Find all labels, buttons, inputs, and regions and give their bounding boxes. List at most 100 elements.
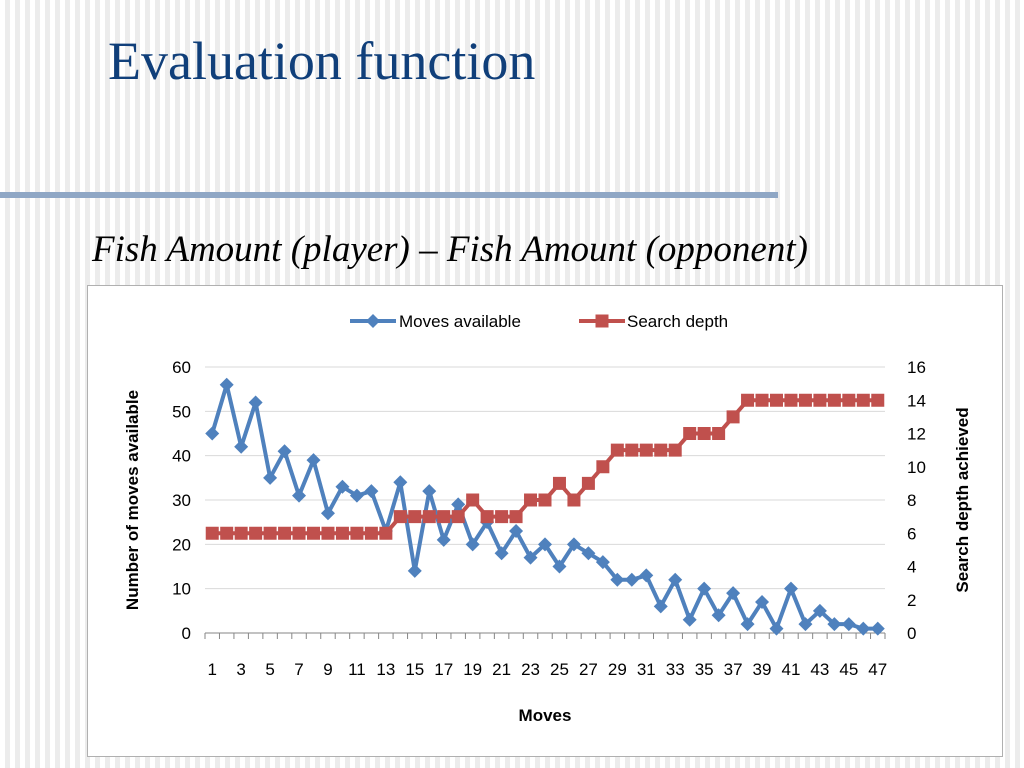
search-depth-point [350, 526, 364, 540]
x-tick-label: 33 [666, 660, 685, 679]
moves-available-point [639, 568, 654, 583]
search-depth-point [813, 393, 827, 407]
right-tick-label: 6 [907, 524, 916, 543]
moves-available-point [407, 563, 422, 578]
moves-available-point [783, 581, 798, 596]
right-tick-label: 8 [907, 491, 916, 510]
search-depth-point [552, 476, 566, 490]
moves-available-point [841, 617, 856, 632]
search-depth-point [856, 393, 870, 407]
legend-moves-available-label: Moves available [399, 312, 521, 331]
title-divider [0, 192, 778, 198]
x-tick-label: 1 [207, 660, 216, 679]
moves-available-point [306, 453, 321, 468]
x-axis-title: Moves [519, 706, 572, 725]
search-depth-point [726, 410, 740, 424]
search-depth-point [784, 393, 798, 407]
left-tick-label: 20 [172, 535, 191, 554]
moves-available-point [566, 537, 581, 552]
moves-available-point [668, 572, 683, 587]
x-tick-label: 7 [294, 660, 303, 679]
moves-available-point [494, 546, 509, 561]
search-depth-point [451, 510, 465, 524]
moves-available-point [624, 572, 639, 587]
x-tick-label: 45 [839, 660, 858, 679]
search-depth-point [755, 393, 769, 407]
moves-available-point [755, 594, 770, 609]
search-depth-point [625, 443, 639, 457]
left-tick-label: 30 [172, 491, 191, 510]
moves-available-point [523, 550, 538, 565]
search-depth-point [842, 393, 856, 407]
moves-available-point [711, 608, 726, 623]
left-tick-label: 60 [172, 358, 191, 377]
y-axis-title-right: Search depth achieved [953, 407, 972, 592]
legend-search-depth-marker [595, 314, 609, 328]
moves-available-point [827, 617, 842, 632]
search-depth-point [263, 526, 277, 540]
search-depth-point [769, 393, 783, 407]
search-depth-point [697, 427, 711, 440]
moves-available-point [349, 488, 364, 503]
slide-title: Evaluation function [108, 31, 536, 91]
search-depth-point [798, 393, 812, 407]
x-tick-label: 43 [810, 660, 829, 679]
moves-available-point [726, 586, 741, 601]
moves-available-point [509, 524, 524, 539]
search-depth-point [581, 476, 595, 490]
x-tick-label: 39 [753, 660, 772, 679]
search-depth-point [292, 526, 306, 540]
legend-search-depth-label: Search depth [627, 312, 728, 331]
moves-available-point [581, 546, 596, 561]
x-tick-label: 17 [434, 660, 453, 679]
right-tick-label: 16 [907, 358, 926, 377]
search-depth-point [741, 393, 755, 407]
x-tick-label: 41 [781, 660, 800, 679]
slide-subtitle: Fish Amount (player) – Fish Amount (oppo… [92, 229, 808, 270]
search-depth-point [524, 493, 538, 507]
right-tick-label: 2 [907, 591, 916, 610]
search-depth-point [538, 493, 552, 507]
search-depth-point [379, 526, 393, 540]
x-tick-label: 31 [637, 660, 656, 679]
moves-available-point [595, 555, 610, 570]
moves-available-point [292, 488, 307, 503]
search-depth-point [495, 510, 509, 524]
search-depth-point [335, 526, 349, 540]
search-depth-point [509, 510, 523, 524]
moves-available-point [234, 439, 249, 454]
x-tick-label: 11 [348, 660, 366, 679]
search-depth-point [639, 443, 653, 457]
moves-available-point [610, 572, 625, 587]
search-depth-point [668, 443, 682, 457]
moves-available-point [653, 599, 668, 614]
moves-available-point [393, 475, 408, 490]
search-depth-point [871, 393, 885, 407]
moves-available-point [205, 426, 220, 441]
x-tick-label: 5 [265, 660, 274, 679]
x-tick-label: 37 [724, 660, 743, 679]
x-tick-label: 3 [236, 660, 245, 679]
x-tick-label: 29 [608, 660, 627, 679]
search-depth-point [393, 510, 407, 524]
x-tick-label: 35 [695, 660, 714, 679]
moves-available-point [552, 559, 567, 574]
x-tick-label: 27 [579, 660, 598, 679]
moves-available-point [277, 444, 292, 459]
search-depth-point [437, 510, 451, 524]
search-depth-point [712, 427, 726, 440]
search-depth-point [654, 443, 668, 457]
moves-available-point [451, 497, 466, 512]
right-tick-label: 10 [907, 458, 926, 477]
legend-moves-available-marker [366, 314, 380, 328]
search-depth-point [683, 427, 697, 440]
x-tick-label: 9 [323, 660, 332, 679]
moves-available-point [436, 532, 451, 547]
moves-available-point [856, 621, 871, 636]
search-depth-point [610, 443, 624, 457]
search-depth-point [596, 460, 610, 474]
moves-available-point [870, 621, 885, 636]
left-tick-label: 0 [182, 624, 191, 643]
moves-available-point [538, 537, 552, 552]
